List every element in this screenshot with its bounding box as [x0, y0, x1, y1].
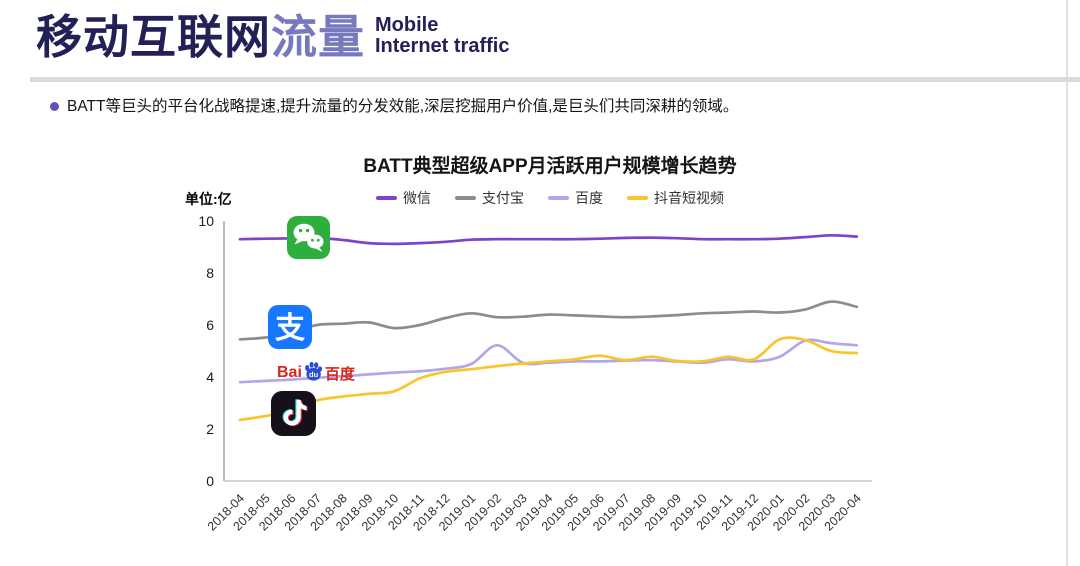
legend-label-alipay: 支付宝	[482, 190, 524, 206]
legend-item-douyin: 抖音短视频	[627, 188, 724, 208]
y-tick-label: 4	[206, 369, 214, 385]
y-tick-label: 8	[206, 265, 214, 281]
page-title: 移动互联网 流量 Mobile Internet traffic	[36, 12, 509, 62]
wechat-app-icon	[287, 216, 330, 264]
series-line-alipay	[238, 300, 859, 341]
title-english: Mobile Internet traffic	[375, 15, 509, 57]
legend-swatch-wechat	[376, 196, 397, 200]
title-chinese-accent: 流量	[271, 11, 365, 63]
y-tick-label: 2	[206, 421, 214, 437]
legend-swatch-alipay	[455, 196, 476, 200]
bullet-text: BATT等巨头的平台化战略提速,提升流量的分发效能,深层挖掘用户价值,是巨头们共…	[67, 98, 739, 115]
baidu-logo-text-bai: Bai	[277, 364, 302, 381]
series-line-douyin	[238, 336, 859, 422]
alipay-app-icon: 支	[268, 305, 312, 354]
chart-title: BATT典型超级APP月活跃用户规模增长趋势	[363, 156, 737, 177]
legend-item-baidu: 百度	[548, 188, 603, 208]
line-chart: 02468102018-042018-052018-062018-072018-…	[198, 213, 872, 534]
unit-label: 单位:亿	[185, 191, 232, 207]
header-divider	[30, 77, 1080, 82]
douyin-app-icon	[271, 391, 316, 441]
title-chinese-dark: 移动互联网	[36, 11, 271, 63]
svg-text:du: du	[309, 370, 319, 379]
bullet-dot-icon	[50, 102, 59, 111]
title-english-line1: Mobile	[375, 14, 439, 36]
alipay-glyph: 支	[275, 312, 305, 345]
chart-legend: 微信 支付宝 百度 抖音短视频	[230, 188, 870, 208]
legend-item-wechat: 微信	[376, 188, 431, 208]
series-line-wechat	[238, 233, 859, 246]
baidu-logo: Bai du 百度	[277, 361, 355, 385]
y-tick-label: 10	[198, 213, 214, 229]
bullet-row: BATT等巨头的平台化战略提速,提升流量的分发效能,深层挖掘用户价值,是巨头们共…	[50, 97, 738, 116]
legend-label-douyin: 抖音短视频	[654, 190, 724, 206]
legend-label-baidu: 百度	[575, 190, 603, 206]
baidu-paw-icon: du	[303, 361, 324, 382]
baidu-logo-text-cn: 百度	[324, 365, 355, 383]
legend-label-wechat: 微信	[403, 190, 431, 206]
legend-swatch-baidu	[548, 196, 569, 200]
title-english-line2: Internet traffic	[375, 35, 510, 57]
y-tick-label: 0	[206, 473, 214, 489]
slide-edge-line	[1066, 0, 1068, 566]
legend-item-alipay: 支付宝	[455, 188, 524, 208]
legend-swatch-douyin	[627, 196, 648, 200]
y-tick-label: 6	[206, 317, 214, 333]
